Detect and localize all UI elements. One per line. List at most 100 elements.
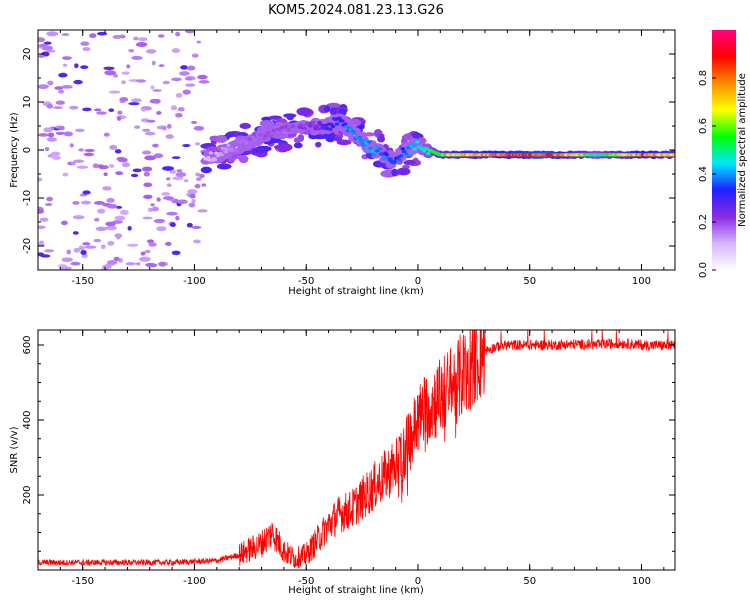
colorbar-ticks: 0.0 0.2 0.4 0.6 0.8 bbox=[698, 70, 716, 278]
y-tick-label: 600 bbox=[22, 335, 33, 354]
heatmap-noise-cell bbox=[170, 222, 176, 228]
x-tick-label: 50 bbox=[523, 576, 536, 587]
heatmap-noise-cell bbox=[93, 108, 102, 112]
heatmap-noise-cell bbox=[82, 107, 92, 112]
heatmap-noise-cell bbox=[72, 201, 80, 205]
heatmap-noise-cell bbox=[39, 217, 49, 222]
x-tick-label: -50 bbox=[298, 276, 314, 287]
heatmap-noise-cell bbox=[72, 215, 85, 220]
heatmap-noise-cell bbox=[156, 111, 162, 115]
heatmap-noise-cell bbox=[103, 172, 108, 177]
heatmap-noise-cell bbox=[46, 49, 56, 53]
heatmap-noise-cell bbox=[44, 146, 50, 152]
heatmap-noise-cell bbox=[93, 217, 100, 222]
heatmap-ridge-halo bbox=[334, 137, 343, 142]
heatmap-noise-cell bbox=[166, 183, 172, 188]
heatmap-noise-cell bbox=[82, 47, 91, 52]
heatmap-noise-cell bbox=[128, 48, 135, 53]
heatmap-noise-cell bbox=[188, 202, 196, 208]
heatmap-noise-cell bbox=[106, 198, 115, 203]
heatmap-ridge-halo bbox=[216, 163, 232, 170]
heatmap-ridge-halo bbox=[215, 135, 228, 143]
heatmap-ridge-cell bbox=[672, 153, 675, 157]
heatmap-noise-cell bbox=[153, 153, 164, 159]
heatmap-ridge-halo bbox=[401, 134, 414, 141]
heatmap-noise-cell bbox=[47, 132, 55, 138]
heatmap-noise-cell bbox=[95, 226, 108, 232]
heatmap-noise-cell bbox=[46, 31, 59, 37]
heatmap-ridge-cell bbox=[208, 151, 214, 155]
heatmap-noise-cell bbox=[93, 201, 105, 205]
y-tick-label: 400 bbox=[22, 410, 33, 429]
heatmap-noise-cell bbox=[60, 220, 68, 226]
heatmap-noise-cell bbox=[193, 125, 205, 131]
heatmap-ridge-cell bbox=[240, 146, 246, 150]
heatmap-ridge-halo bbox=[377, 135, 385, 143]
colorbar-tick-label: 0.2 bbox=[698, 214, 709, 230]
heatmap-noise-cell bbox=[82, 242, 91, 246]
heatmap-noise-cell bbox=[162, 125, 167, 131]
heatmap-noise-cell bbox=[195, 172, 201, 177]
heatmap-noise-cell bbox=[157, 34, 165, 38]
heatmap-noise-cell bbox=[68, 105, 79, 110]
heatmap-noise-cell bbox=[107, 240, 115, 246]
heatmap-ridge-cell bbox=[290, 124, 295, 129]
heatmap-noise-cell bbox=[127, 226, 132, 231]
heatmap-noise-cell bbox=[150, 203, 155, 207]
heatmap-ridge-halo bbox=[403, 159, 416, 166]
heatmap-noise-cell bbox=[107, 260, 118, 265]
heatmap-noise-cell bbox=[38, 133, 49, 137]
heatmap-noise-cell bbox=[52, 155, 61, 160]
heatmap-noise-cell bbox=[38, 177, 43, 182]
heatmap-ridge-cell bbox=[295, 129, 301, 133]
heatmap-ridge-cell bbox=[352, 131, 357, 135]
heatmap-noise-cell bbox=[52, 106, 63, 110]
heatmap-ridge-cell bbox=[422, 149, 427, 153]
heatmap-noise-cell bbox=[170, 105, 178, 111]
heatmap-noise-cell bbox=[105, 221, 117, 227]
heatmap-ridge-halo bbox=[200, 166, 213, 174]
heatmap-noise-cell bbox=[62, 172, 69, 177]
heatmap-noise-cell bbox=[103, 132, 110, 137]
heatmap-noise-cell bbox=[108, 90, 121, 94]
heatmap-noise-cell bbox=[58, 125, 65, 131]
heatmap-noise-cell bbox=[182, 89, 191, 95]
heatmap-ridge-halo bbox=[238, 155, 249, 164]
spectrogram-x-ticks: -150 -100 -50 0 50 100 bbox=[37, 30, 665, 287]
heatmap-ridge-cell bbox=[277, 128, 282, 132]
heatmap-ridge-cell bbox=[247, 137, 253, 141]
heatmap-noise-cell bbox=[93, 238, 102, 243]
heatmap-noise-cell bbox=[146, 239, 155, 244]
heatmap-noise-cell bbox=[63, 63, 68, 67]
heatmap-ridge-cell bbox=[415, 140, 420, 144]
heatmap-noise-cell bbox=[107, 204, 118, 209]
heatmap-ridge-halo bbox=[376, 162, 383, 168]
heatmap-ridge-cell bbox=[388, 157, 393, 161]
heatmap-noise-cell bbox=[175, 215, 180, 221]
heatmap-noise-cell bbox=[150, 85, 155, 90]
heatmap-noise-cell bbox=[102, 186, 112, 191]
heatmap-noise-cell bbox=[98, 164, 104, 169]
heatmap-noise-cell bbox=[193, 239, 201, 244]
heatmap-ridge-halo bbox=[239, 122, 251, 130]
heatmap-noise-cell bbox=[159, 261, 166, 267]
heatmap-noise-cell bbox=[197, 74, 208, 80]
heatmap-noise-cell bbox=[147, 207, 154, 212]
heatmap-ridge-cell bbox=[399, 154, 404, 158]
heatmap-noise-cell bbox=[47, 80, 54, 86]
heatmap-noise-cell bbox=[40, 254, 51, 258]
heatmap-noise-cell bbox=[58, 89, 65, 94]
heatmap-noise-cell bbox=[69, 143, 74, 148]
heatmap-noise-cell bbox=[145, 262, 156, 268]
heatmap-noise-cell bbox=[152, 143, 159, 148]
heatmap-noise-cell bbox=[164, 241, 172, 246]
heatmap-noise-cell bbox=[199, 173, 205, 179]
heatmap-ridge-cell bbox=[316, 127, 321, 131]
heatmap-ridge-cell bbox=[291, 133, 297, 137]
x-tick-label: 0 bbox=[415, 576, 421, 587]
heatmap-ridge-halo bbox=[329, 107, 337, 116]
heatmap-noise-cell bbox=[112, 34, 122, 39]
heatmap-noise-cell bbox=[145, 49, 157, 54]
heatmap-noise-cell bbox=[134, 125, 141, 129]
heatmap-noise-cell bbox=[201, 183, 207, 187]
